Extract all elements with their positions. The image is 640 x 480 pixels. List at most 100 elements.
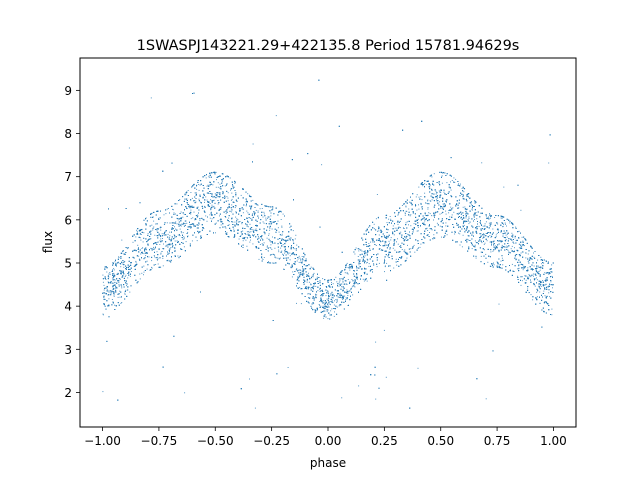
data-point <box>361 250 363 252</box>
data-point <box>496 232 498 234</box>
data-point <box>130 271 132 272</box>
data-point <box>169 231 171 233</box>
data-point <box>234 183 236 184</box>
data-point <box>523 245 525 247</box>
data-point <box>351 264 353 266</box>
data-point <box>349 269 351 271</box>
data-point <box>524 267 526 269</box>
data-point <box>214 172 216 174</box>
data-point <box>539 269 541 271</box>
data-point <box>468 223 470 225</box>
data-point <box>388 218 390 220</box>
data-point <box>407 233 409 235</box>
data-point <box>479 221 481 223</box>
data-point <box>255 246 257 248</box>
data-point <box>190 227 191 229</box>
data-point <box>301 256 303 257</box>
data-point <box>335 276 337 278</box>
data-point <box>261 255 263 257</box>
data-point <box>543 262 545 264</box>
data-point <box>183 226 185 227</box>
data-point <box>418 186 420 188</box>
data-point <box>536 296 538 298</box>
data-point <box>490 236 492 238</box>
data-point <box>234 207 236 209</box>
data-point <box>125 289 127 291</box>
data-point <box>399 227 401 229</box>
data-point <box>209 214 211 216</box>
data-point <box>188 204 190 206</box>
data-point <box>138 258 140 260</box>
data-point <box>347 293 349 294</box>
data-point <box>177 234 179 236</box>
data-point <box>428 203 430 205</box>
data-point <box>115 288 117 290</box>
data-point <box>446 229 448 231</box>
data-point <box>536 279 538 281</box>
data-point <box>126 248 128 250</box>
data-point <box>484 223 486 225</box>
data-point <box>365 262 367 264</box>
data-point <box>476 218 478 220</box>
data-point <box>210 209 212 211</box>
data-point <box>220 199 221 201</box>
data-point <box>468 216 470 218</box>
data-point <box>464 206 466 208</box>
data-point <box>160 266 162 268</box>
data-point <box>119 290 121 292</box>
data-point <box>156 230 158 232</box>
data-point <box>154 234 156 236</box>
data-point <box>417 367 419 369</box>
data-point <box>338 305 340 307</box>
data-point <box>245 236 247 238</box>
data-point <box>127 277 129 279</box>
data-point <box>295 249 297 251</box>
data-point <box>321 164 323 166</box>
data-point <box>278 231 280 233</box>
data-point <box>505 223 506 225</box>
data-point <box>334 300 335 302</box>
data-point <box>204 205 205 207</box>
data-point <box>352 294 354 296</box>
data-point <box>485 253 487 255</box>
data-point <box>394 242 395 244</box>
data-point <box>484 242 486 244</box>
data-point <box>151 267 153 269</box>
data-point <box>507 249 509 251</box>
data-point <box>454 182 456 183</box>
data-point <box>400 220 401 222</box>
data-point <box>259 244 261 245</box>
data-point <box>247 226 249 228</box>
data-point <box>378 234 380 236</box>
data-point <box>315 285 317 287</box>
data-point <box>182 238 184 240</box>
data-point <box>296 244 298 246</box>
data-point <box>250 207 252 209</box>
data-point <box>474 200 475 202</box>
data-point <box>358 261 360 263</box>
data-point <box>332 286 333 288</box>
data-point <box>458 213 459 215</box>
data-point <box>371 238 373 240</box>
data-point <box>544 284 546 286</box>
data-point <box>380 249 382 251</box>
data-point <box>250 217 252 219</box>
data-point <box>169 243 171 245</box>
data-point <box>515 239 517 241</box>
data-point <box>319 290 321 292</box>
data-point <box>318 304 320 305</box>
data-point <box>510 248 512 250</box>
data-point <box>143 274 144 276</box>
data-point <box>190 213 192 215</box>
data-point <box>133 266 135 267</box>
data-point <box>284 239 285 241</box>
data-point <box>126 285 127 287</box>
data-point <box>252 213 254 215</box>
data-point <box>250 231 252 233</box>
data-point <box>397 243 399 245</box>
data-point <box>426 227 428 229</box>
data-point <box>551 314 553 316</box>
data-point <box>219 215 220 217</box>
data-point <box>300 303 302 305</box>
data-point <box>548 285 550 287</box>
